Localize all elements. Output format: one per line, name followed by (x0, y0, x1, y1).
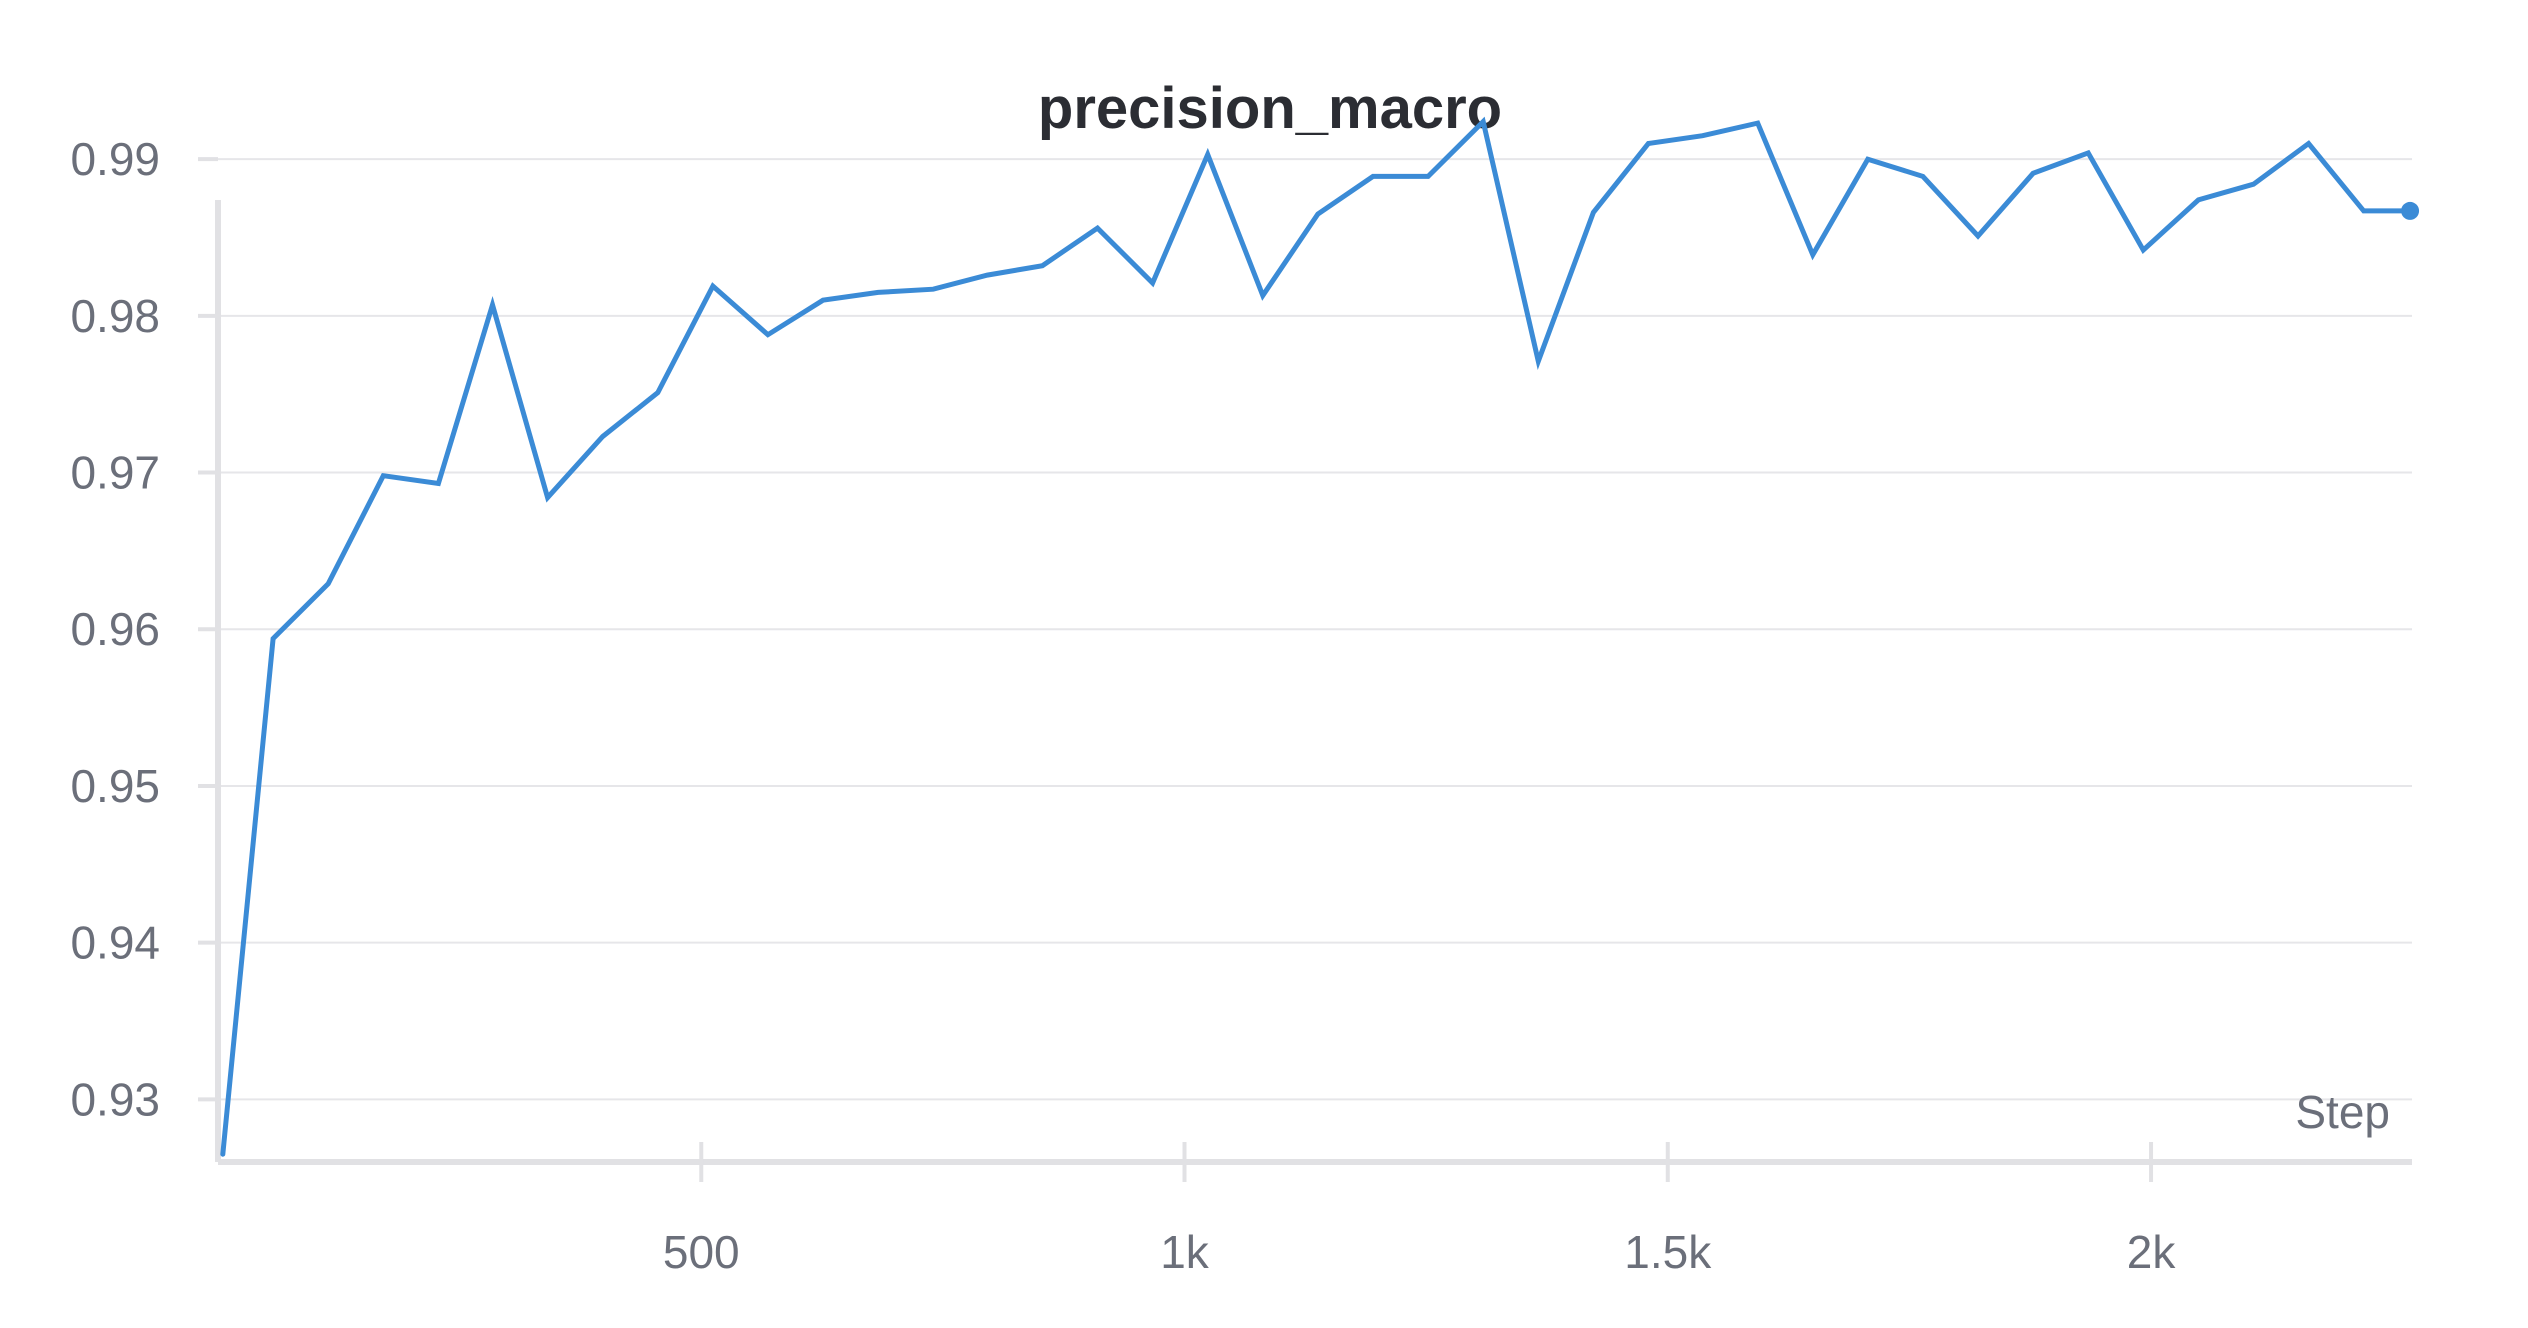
data-point (1755, 120, 1760, 126)
y-tick-label: 0.93 (70, 1073, 160, 1125)
data-point (545, 495, 550, 500)
x-axis-label: Step (2295, 1086, 2390, 1138)
axes (215, 200, 2412, 1165)
data-point (1536, 359, 1541, 364)
data-point (2086, 150, 2091, 156)
data-point (1205, 152, 1210, 157)
y-tick-label: 0.98 (70, 290, 160, 342)
data-point (2251, 182, 2256, 187)
y-tick-label: 0.96 (70, 603, 160, 655)
data-point (1260, 293, 1266, 298)
data-point (931, 287, 936, 292)
y-tick-label: 0.94 (70, 917, 160, 969)
data-point (1480, 119, 1486, 124)
data-point (985, 272, 990, 278)
y-tick-label: 0.99 (70, 133, 160, 185)
data-point (2141, 247, 2146, 253)
data-point (490, 302, 495, 308)
data-point (270, 636, 276, 641)
last-point-marker (2401, 201, 2420, 220)
data-point (1920, 174, 1926, 179)
data-point (1865, 156, 1871, 162)
data-point (1150, 280, 1155, 286)
data-point (600, 434, 605, 439)
series-line (220, 116, 2413, 1157)
data-point (1040, 263, 1045, 268)
series (220, 116, 2420, 1157)
x-axis-ticks: 500 1k 1.5k 2k (663, 1142, 2176, 1278)
grid (218, 158, 2412, 1101)
y-axis-ticks: 0.93 0.94 0.95 0.96 0.97 0.98 0.99 (70, 133, 218, 1125)
data-point (2361, 208, 2366, 214)
data-point (1370, 174, 1376, 179)
data-point (2030, 171, 2036, 176)
x-tick-label: 1.5k (1624, 1226, 1712, 1278)
data-point (1810, 252, 1815, 257)
x-tick-label: 1k (1160, 1226, 1210, 1278)
y-tick-label: 0.95 (70, 760, 160, 812)
data-point (436, 481, 441, 486)
data-point (2196, 197, 2201, 203)
y-tick-label: 0.97 (70, 447, 160, 499)
x-tick-label: 2k (2127, 1226, 2177, 1278)
data-point (1646, 141, 1651, 146)
data-point (381, 473, 386, 478)
data-point (220, 1151, 226, 1157)
data-point (820, 297, 826, 303)
data-point (1975, 233, 1981, 239)
data-point (1095, 225, 1100, 231)
data-point (1315, 211, 1321, 217)
data-point (655, 390, 660, 395)
data-point (1425, 174, 1431, 179)
chart-title: precision_macro (1038, 76, 1502, 141)
x-tick-label: 500 (663, 1226, 740, 1278)
data-point (710, 283, 716, 289)
data-point (2306, 141, 2311, 146)
data-point (325, 581, 331, 587)
data-point (1700, 133, 1705, 138)
data-point (765, 332, 771, 337)
data-point (1591, 210, 1596, 215)
data-point (875, 290, 881, 295)
